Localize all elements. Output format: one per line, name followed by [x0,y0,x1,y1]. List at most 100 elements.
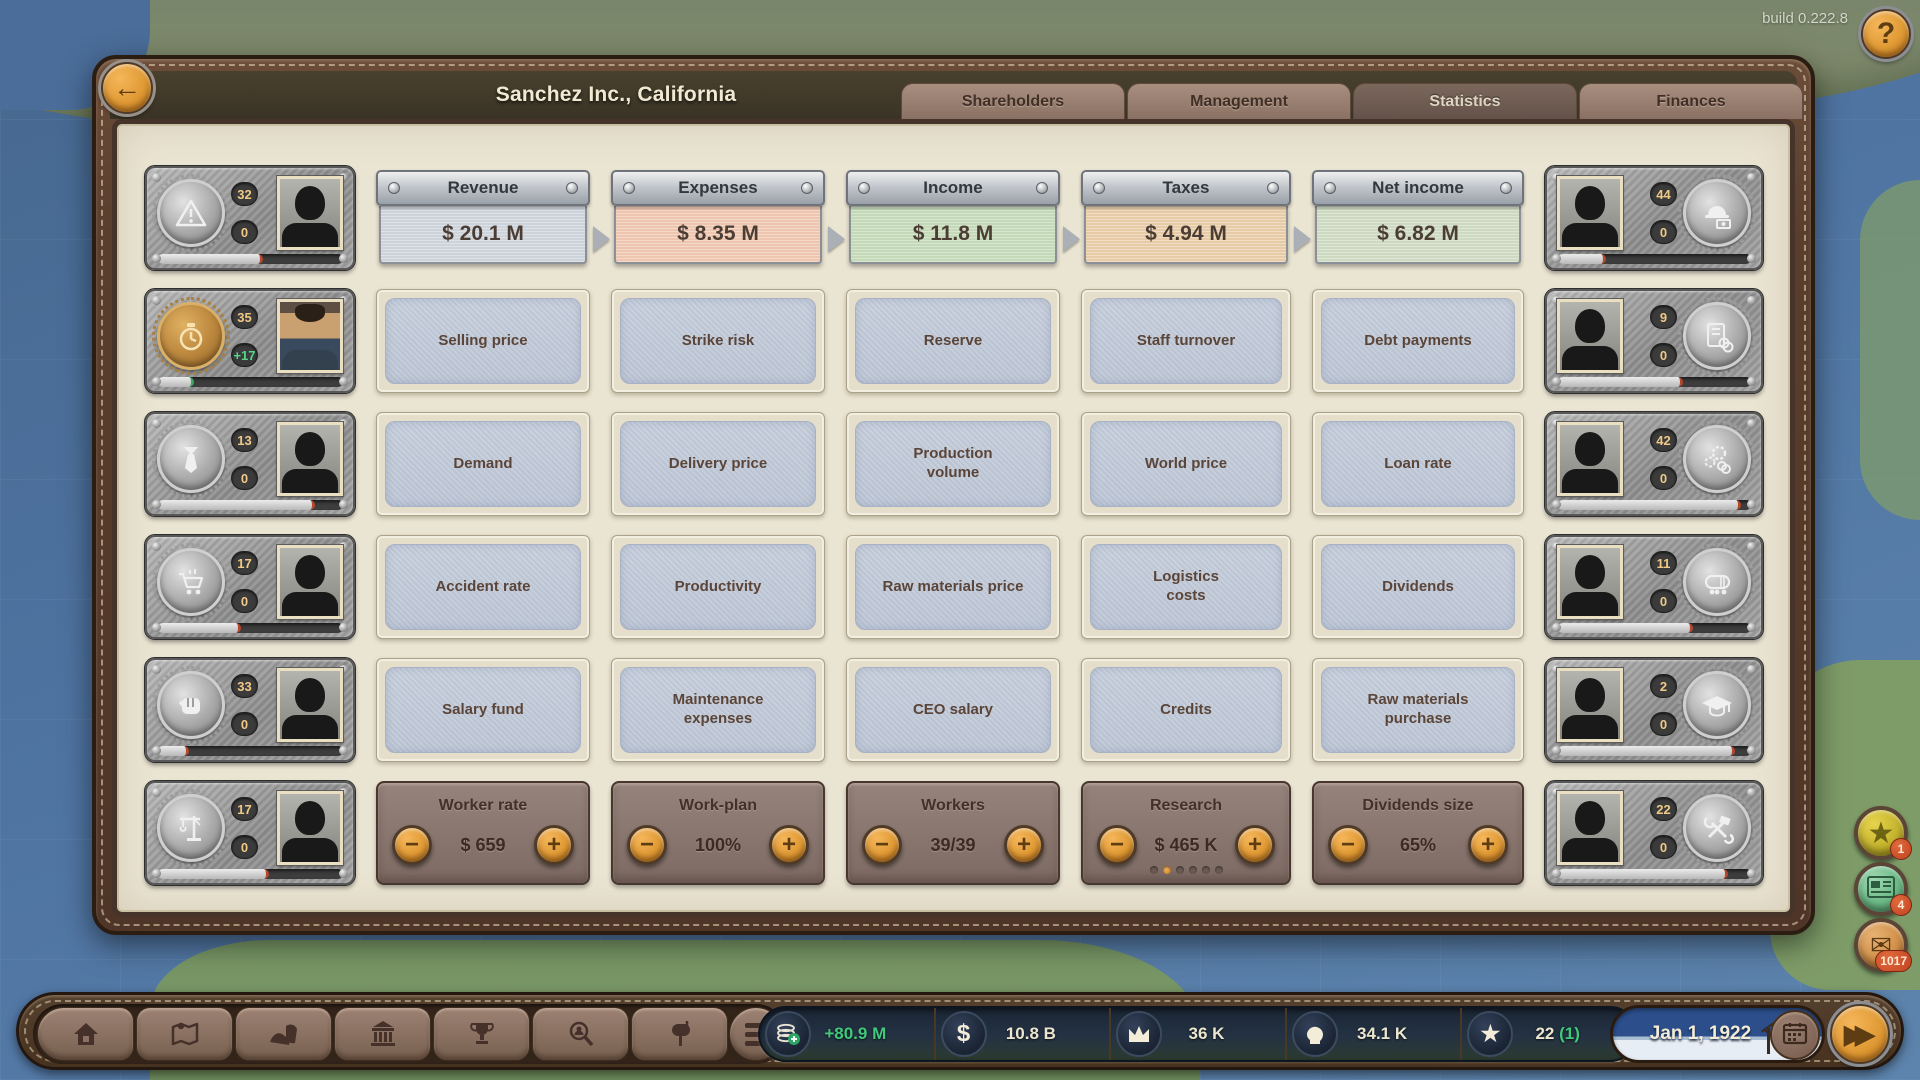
decrease-button[interactable]: − [862,825,902,865]
home-icon [69,1018,103,1050]
nav-button-group [33,1004,786,1064]
stat-button-credits[interactable]: Credits [1081,658,1291,762]
resource-income[interactable]: +80.9 M [760,1008,934,1060]
manager-portrait[interactable] [1556,667,1624,743]
speed-play-button[interactable]: ▶▶ [1827,1001,1893,1067]
increase-button[interactable]: + [1003,825,1044,865]
tab-management[interactable]: Management [1127,83,1351,119]
manager-portrait[interactable] [1556,175,1624,251]
mail-badge: 1017 [1875,950,1912,972]
stat-button-debt-payments[interactable]: Debt payments [1312,289,1524,393]
help-button[interactable]: ? [1858,6,1914,62]
manager-portrait[interactable] [276,421,344,497]
resource-influence[interactable]: 36 K [1109,1008,1285,1060]
manager-portrait[interactable] [276,790,344,866]
stat-button-ceo-salary[interactable]: CEO salary [846,658,1060,762]
manager-portrait[interactable] [276,298,344,374]
stat-value: $ 6.82 M [1315,206,1521,264]
home-button[interactable] [37,1007,134,1061]
map-button[interactable] [136,1007,233,1061]
increase-button[interactable]: + [768,825,809,865]
mailbox-icon [663,1018,697,1050]
experience-bar [1557,623,1751,633]
income-coins-icon [765,1011,811,1057]
bonus-value: 0 [1650,835,1677,859]
stat-button-staff-turnover[interactable]: Staff turnover [1081,289,1291,393]
skill-value: 9 [1650,305,1677,329]
stat-button-accident-rate[interactable]: Accident rate [376,535,590,639]
decrease-button[interactable]: − [627,825,667,865]
news-button[interactable]: 4 [1854,862,1912,916]
stat-button-logistics-costs[interactable]: Logistics costs [1081,535,1291,639]
awards-button[interactable] [433,1007,530,1061]
adjuster-label: Workers [921,797,985,814]
manager-slot-construction[interactable]: 17 0 [144,780,356,886]
stat-button-salary-fund[interactable]: Salary fund [376,658,590,762]
stock-market-button[interactable] [235,1007,332,1061]
manager-slot-management[interactable]: 13 0 [144,411,356,517]
manager-portrait[interactable] [276,544,344,620]
education-cap-icon [1678,666,1756,744]
manager-slot-production[interactable]: 42 0 [1544,411,1764,517]
date-display[interactable]: Jan 1, 1922 [1610,1005,1825,1063]
star-icon: ★ [1467,1011,1514,1057]
stat-button-maintenance-expenses[interactable]: Maintenance expenses [611,658,825,762]
mailbox-button[interactable] [631,1007,728,1061]
fast-forward-icon: ▶▶ [1844,1018,1875,1049]
calendar-button[interactable] [1770,1010,1820,1060]
manager-slot-labor[interactable]: 33 0 [144,657,356,763]
achievements-button[interactable]: ★ 1 [1854,806,1912,860]
stat-button-world-price[interactable]: World price [1081,412,1291,516]
stat-button-selling-price[interactable]: Selling price [376,289,590,393]
manager-slot-wages[interactable]: 44 0 [1544,165,1764,271]
manager-portrait[interactable] [1556,421,1624,497]
construction-crane-icon [152,789,230,867]
stat-button-production-volume[interactable]: Production volume [846,412,1060,516]
increase-button[interactable]: + [533,825,574,865]
resource-population[interactable]: 34.1 K [1284,1008,1461,1060]
manager-portrait[interactable] [276,175,344,251]
stat-label: Expenses [678,178,758,197]
manager-slot-maintenance[interactable]: 22 0 [1544,780,1764,886]
production-gears-icon [1678,420,1756,498]
manager-portrait[interactable] [1556,790,1624,866]
stat-button-reserve[interactable]: Reserve [846,289,1060,393]
stat-button-demand[interactable]: Demand [376,412,590,516]
adjuster-worker-rate: Worker rate − $ 659 + [376,781,590,885]
stat-button-strike-risk[interactable]: Strike risk [611,289,825,393]
decrease-button[interactable]: − [1097,825,1137,865]
stat-button-productivity[interactable]: Productivity [611,535,825,639]
manager-slot-logistics[interactable]: 11 0 [1544,534,1764,640]
government-button[interactable] [334,1007,431,1061]
manager-portrait[interactable] [1556,298,1624,374]
decrease-button[interactable]: − [392,825,432,865]
stat-button-dividends[interactable]: Dividends [1312,535,1524,639]
increase-button[interactable]: + [1234,825,1275,865]
increase-button[interactable]: + [1468,825,1508,865]
stat-button-delivery-price[interactable]: Delivery price [611,412,825,516]
stat-button-raw-materials-purchase[interactable]: Raw materials purchase [1312,658,1524,762]
experience-bar [1557,377,1751,387]
tab-shareholders[interactable]: Shareholders [901,83,1125,119]
manager-slot-accidents[interactable]: 32 0 [144,165,356,271]
tab-finances[interactable]: Finances [1579,83,1803,119]
manager-portrait[interactable] [276,667,344,743]
resource-money[interactable]: $ 10.8 B [933,1008,1110,1060]
find-person-button[interactable] [532,1007,629,1061]
decrease-button[interactable]: − [1328,825,1368,865]
mail-button[interactable]: ✉ 1017 [1854,918,1912,972]
skill-value: 2 [1650,674,1677,698]
tab-statistics[interactable]: Statistics [1353,83,1577,119]
manager-portrait[interactable] [1556,544,1624,620]
stat-button-loan-rate[interactable]: Loan rate [1312,412,1524,516]
back-button[interactable]: ← [98,59,156,117]
flow-arrow-icon [1063,226,1080,252]
resource-rating[interactable]: ★ 22 (1) [1460,1008,1636,1060]
manager-slot-procurement[interactable]: 17 0 [144,534,356,640]
stat-button-raw-materials-price[interactable]: Raw materials price [846,535,1060,639]
stat-card-revenue: Revenue $ 20.1 M [376,170,610,270]
manager-slot-efficiency[interactable]: 35 +17 [144,288,356,394]
search-person-icon [564,1018,598,1050]
